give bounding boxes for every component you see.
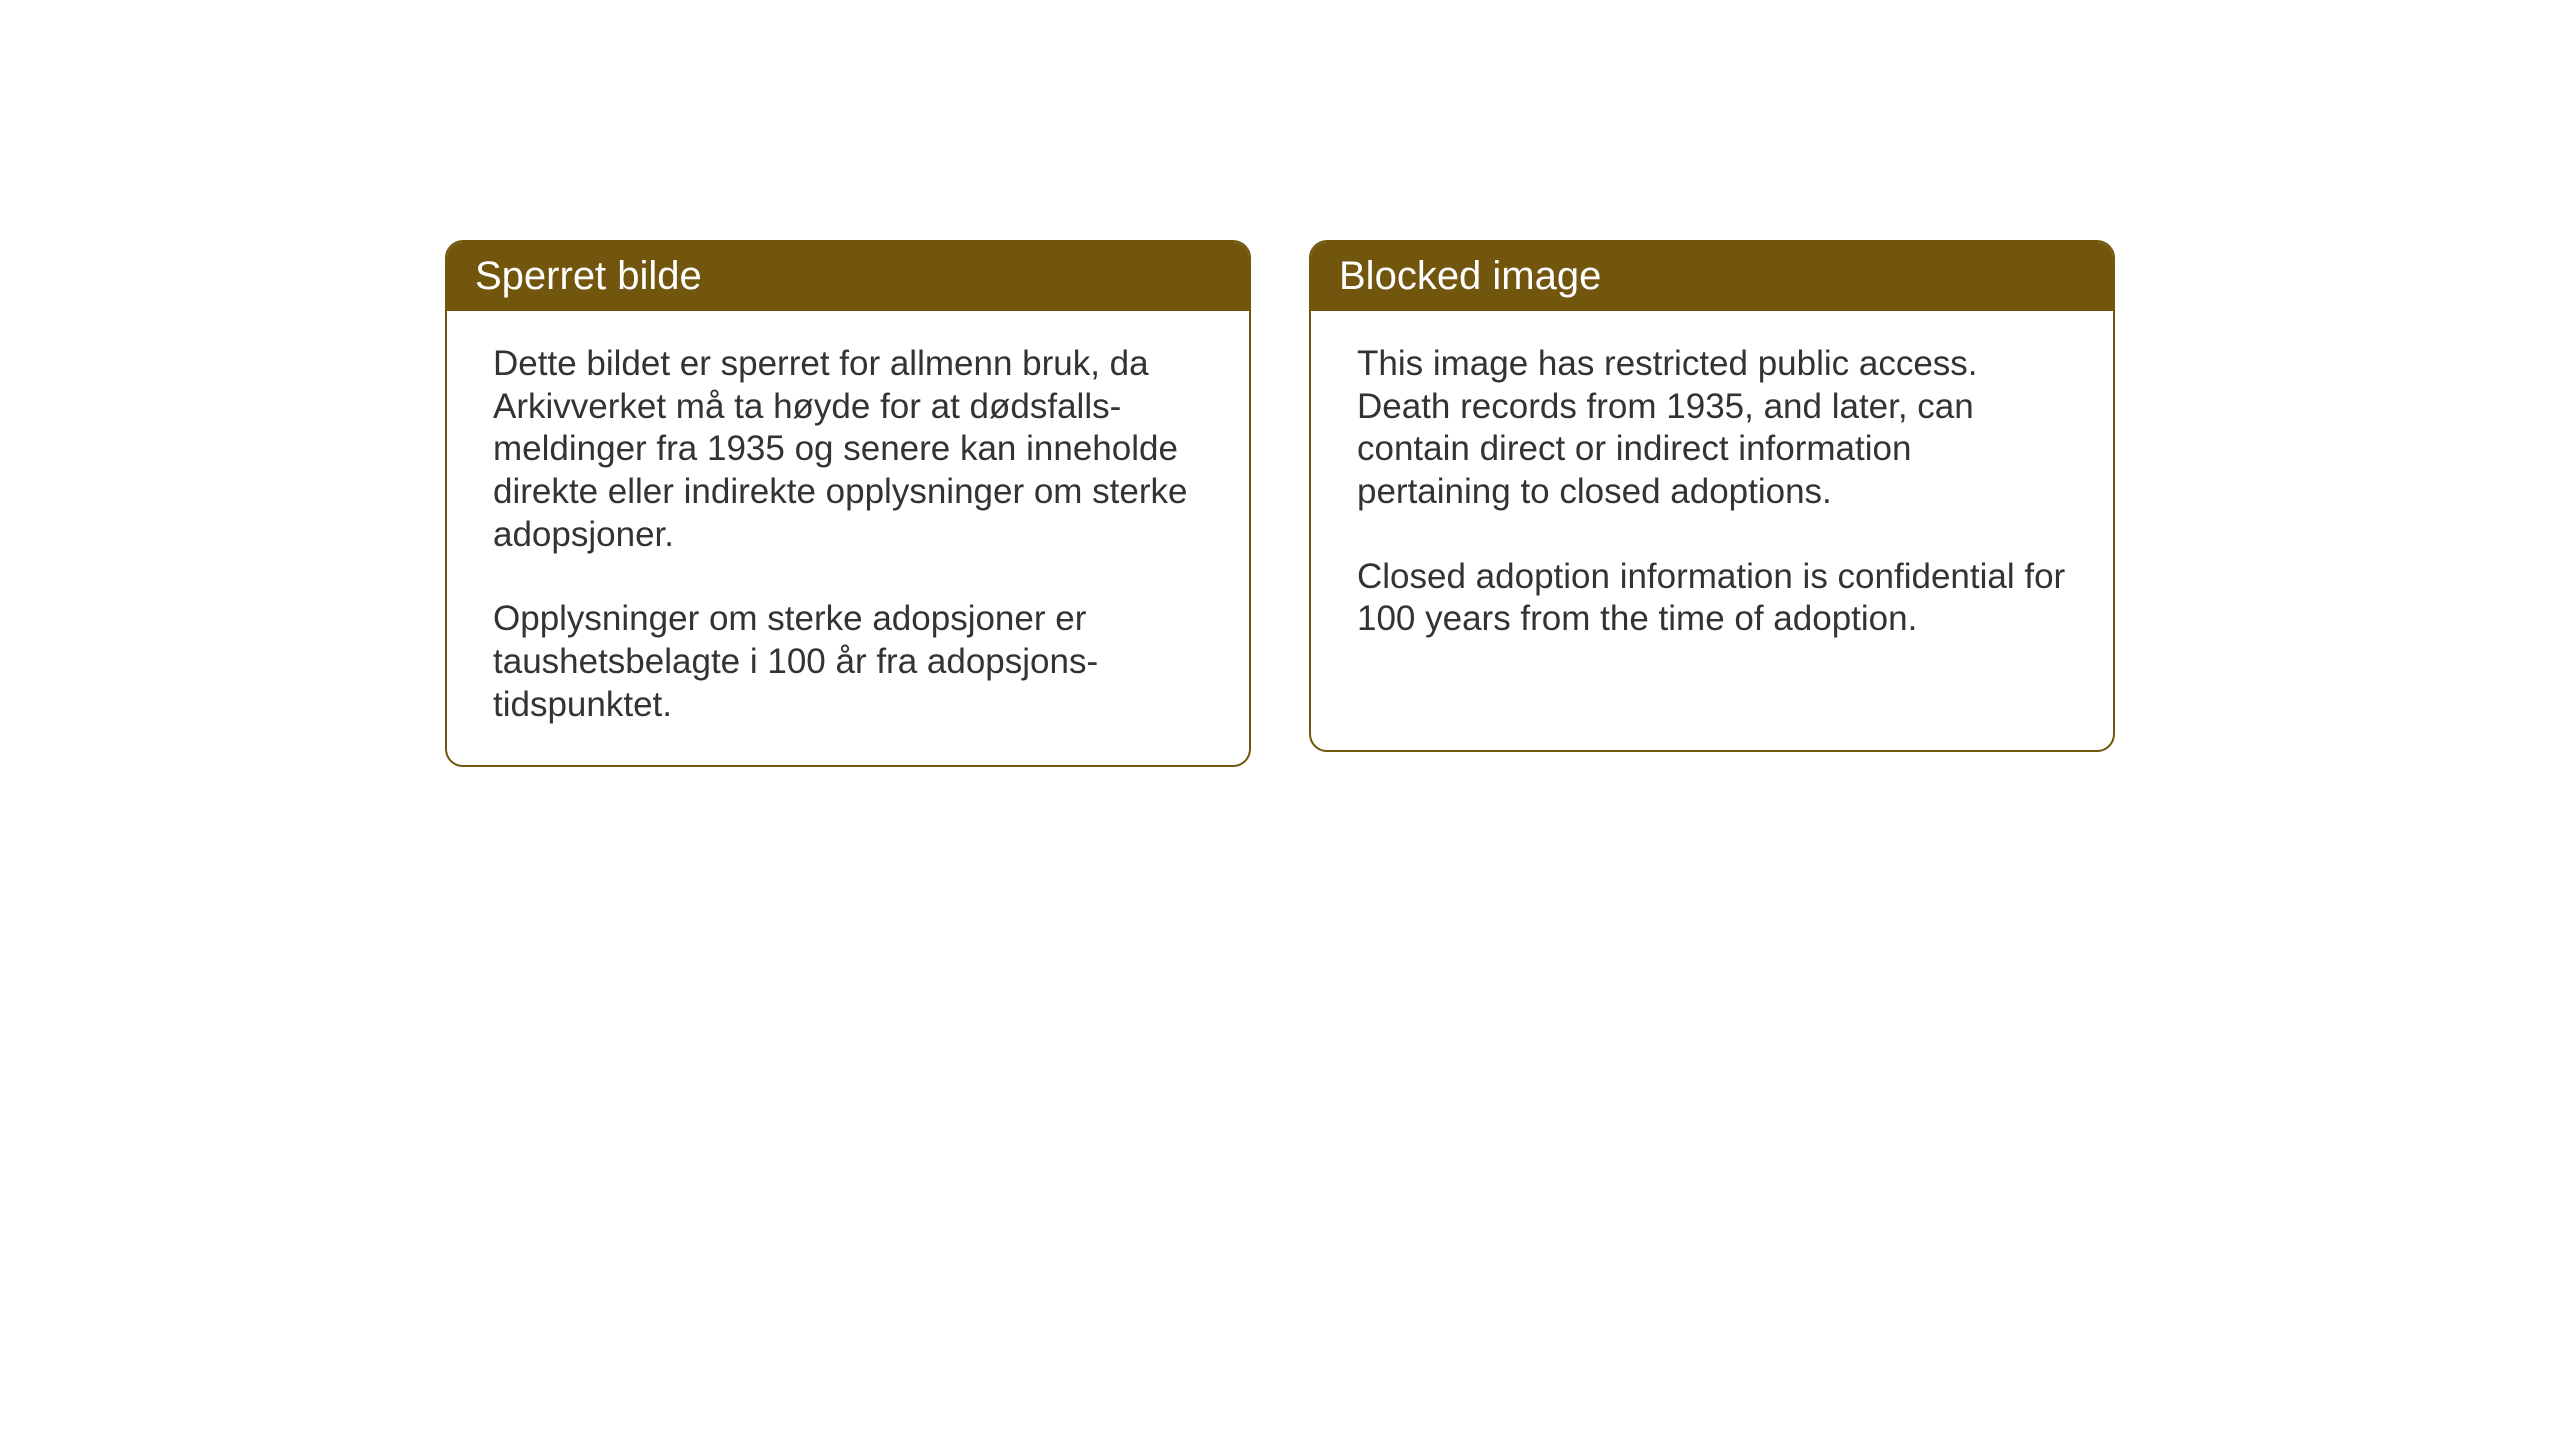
card-paragraph-2-english: Closed adoption information is confident… xyxy=(1357,556,2067,641)
notice-cards-container: Sperret bilde Dette bildet er sperret fo… xyxy=(445,240,2115,767)
card-body-english: This image has restricted public access.… xyxy=(1311,311,2113,679)
card-body-norwegian: Dette bildet er sperret for allmenn bruk… xyxy=(447,311,1249,765)
notice-card-english: Blocked image This image has restricted … xyxy=(1309,240,2115,752)
card-paragraph-1-norwegian: Dette bildet er sperret for allmenn bruk… xyxy=(493,343,1203,556)
card-title-norwegian: Sperret bilde xyxy=(475,254,702,298)
card-header-english: Blocked image xyxy=(1311,242,2113,311)
notice-card-norwegian: Sperret bilde Dette bildet er sperret fo… xyxy=(445,240,1251,767)
card-paragraph-1-english: This image has restricted public access.… xyxy=(1357,343,2067,514)
card-title-english: Blocked image xyxy=(1339,254,1601,298)
card-paragraph-2-norwegian: Opplysninger om sterke adopsjoner er tau… xyxy=(493,598,1203,726)
card-header-norwegian: Sperret bilde xyxy=(447,242,1249,311)
